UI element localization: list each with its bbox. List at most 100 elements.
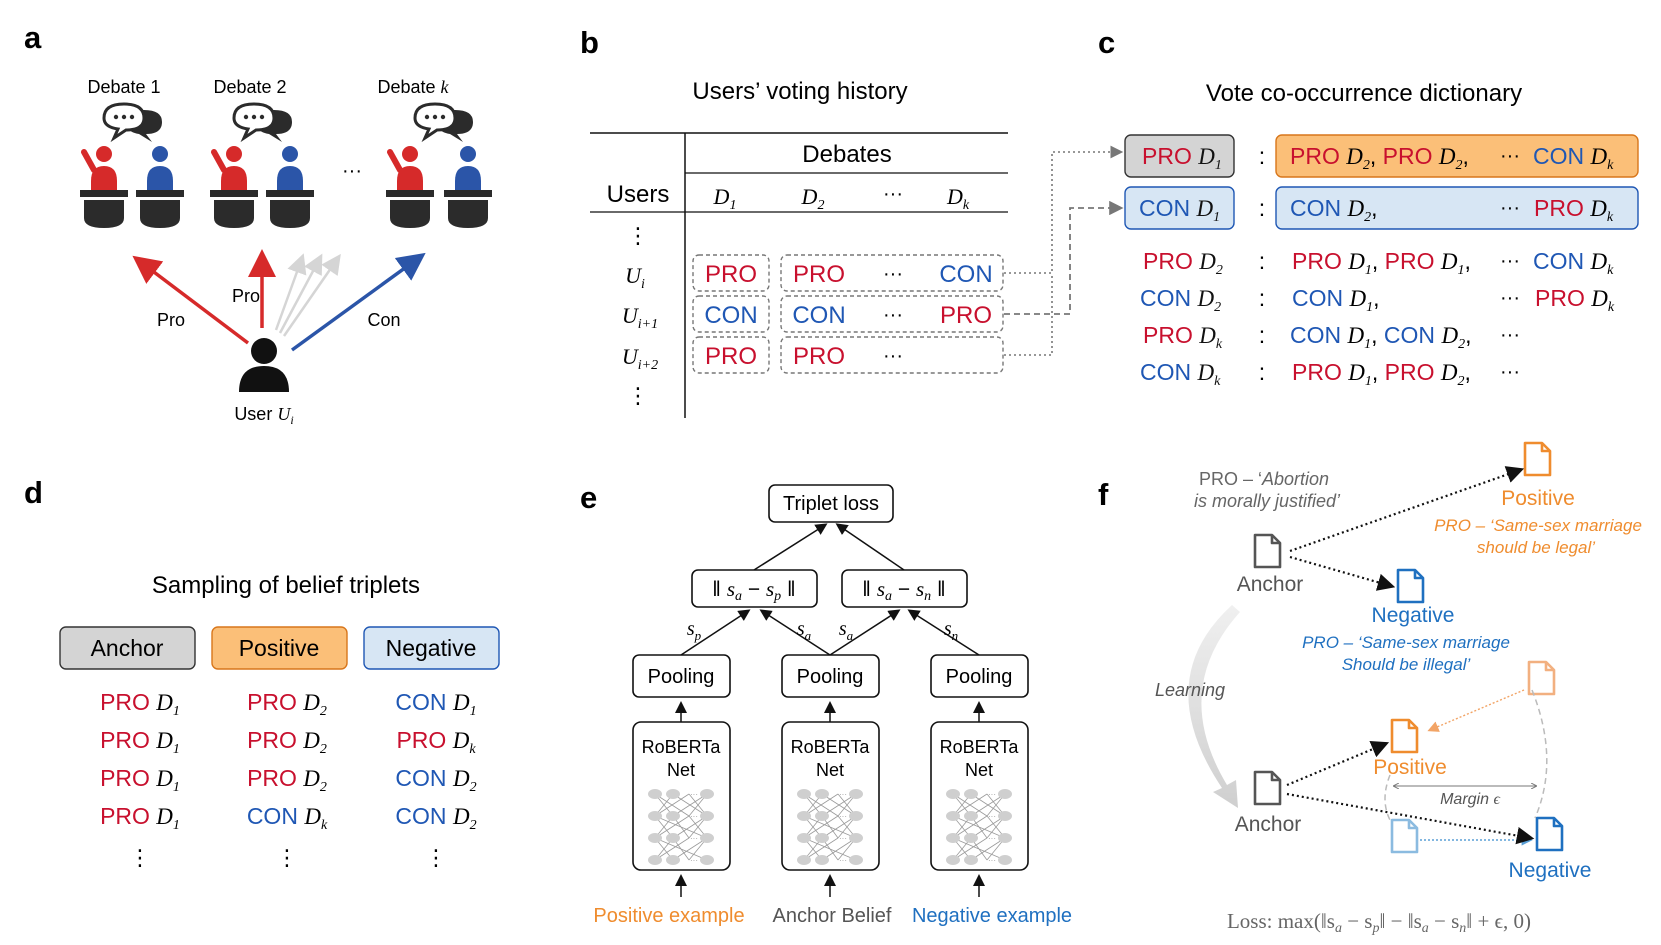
negative-quote-line2: Should be illegal’: [1342, 655, 1471, 674]
user-icon: [239, 338, 289, 392]
vote-cell: CON: [792, 302, 845, 329]
column-d1: D1: [713, 184, 737, 213]
debate-ellipsis: ···: [342, 160, 362, 182]
panel-a: a Debate 1 Debate 2 Debate k ···: [24, 20, 492, 427]
speech-bubble-icon: [413, 102, 475, 144]
debater-pro-icon: [84, 146, 117, 192]
dict-ellipsis: ···: [1500, 145, 1520, 167]
dict-colon: :: [1259, 143, 1265, 169]
net-label: Net: [667, 760, 695, 780]
learning-arrow: [1188, 605, 1240, 808]
panel-b: b Users’ voting history Debates Users D1…: [580, 25, 1124, 418]
document-icon: [1396, 568, 1425, 604]
margin-arc-inner: [1384, 774, 1391, 821]
positive-label-bottom: Positive: [1373, 756, 1447, 779]
users-header: Users: [607, 181, 670, 208]
net-label: Net: [816, 760, 844, 780]
positive-label-top: Positive: [1501, 487, 1575, 510]
negative-quote-line1: PRO – ‘Same-sex marriage: [1302, 633, 1510, 652]
triplet-loss-box: [768, 484, 894, 523]
dict-last: CON Dk: [1533, 143, 1614, 173]
triplet-cell: CON D1: [395, 689, 476, 719]
document-icon: [1527, 660, 1556, 696]
vote-arrow-faint: [278, 253, 323, 334]
dict-colon: :: [1259, 285, 1265, 311]
vote-ellipsis: ···: [883, 345, 903, 367]
user-label: User Ui: [234, 404, 293, 427]
anchor-label-top: Anchor: [1237, 573, 1304, 596]
vote-ellipsis: ···: [883, 304, 903, 326]
vote-arrow-faint: [274, 253, 307, 331]
dict-last: CON Dk: [1533, 248, 1614, 278]
dict-ellipsis: ···: [1500, 287, 1520, 309]
debate-1-scene: [80, 102, 184, 228]
dict-ellipsis: ···: [1500, 324, 1520, 346]
dict-values: PRO D1, PRO D2,: [1292, 359, 1471, 389]
triplet-cell: PRO Dk: [396, 727, 476, 757]
negative-label-top: Negative: [1372, 604, 1455, 627]
document-icon: [1253, 533, 1282, 569]
edge-label-sa: sa: [839, 618, 854, 643]
column-dk: Dk: [946, 184, 970, 213]
panel-f: f PRO – ‘Abortion is morally justified’ …: [1098, 441, 1642, 936]
history-row-ui2: Ui+2 PRO PRO ···: [622, 336, 1004, 374]
anchor-header-box: [59, 626, 196, 670]
dict-colon: :: [1259, 322, 1265, 348]
roberta-label: RoBERTa: [791, 737, 871, 757]
document-icon: [1523, 441, 1552, 477]
rows-vdots-bottom: ⋮: [627, 383, 649, 408]
document-icon: [1390, 718, 1419, 754]
triplet-rows: PRO D1 PRO D2 CON D1 PRO D1 PRO D2 PRO Dk PRO …: [100, 689, 477, 833]
speech-bubble-icon: [232, 102, 294, 144]
pooling-label: Pooling: [797, 666, 864, 688]
anchor-to-positive-arrow: [1289, 466, 1525, 553]
key-box-con-d1: [1124, 186, 1235, 230]
vote-cell: CON: [704, 302, 757, 329]
roberta-label: RoBERTa: [642, 737, 722, 757]
negative-header: Negative: [386, 635, 477, 661]
vote-cell: PRO: [705, 261, 757, 288]
connector-pro-2: [1004, 273, 1053, 356]
input-positive-example: Positive example: [593, 905, 744, 927]
vote-cell: PRO: [705, 343, 757, 370]
document-icon: [1535, 816, 1564, 852]
panel-letter-d: d: [24, 475, 43, 510]
vote-arrow-faint: [282, 253, 341, 337]
edge-label-sp: sp: [687, 618, 702, 643]
dict-values: CON D1, CON D2,: [1290, 322, 1471, 352]
vote-cell: PRO: [793, 261, 845, 288]
anchor-to-positive-bottom-arrow: [1286, 740, 1390, 787]
debate-columns: D1 D2 ··· Dk: [713, 183, 970, 213]
debate-2-scene: [210, 102, 314, 228]
vote-arrow-con: [290, 252, 426, 352]
podium-icon: [266, 190, 314, 228]
key-box-pro-d1: [1124, 134, 1235, 178]
dict-last: PRO Dk: [1535, 285, 1615, 315]
triplets-title: Sampling of belief triplets: [152, 572, 420, 599]
debate-k-scene: [386, 102, 492, 228]
column-d2: D2: [801, 184, 825, 213]
margin-arc-outer: [1531, 689, 1548, 819]
debater-con-icon: [455, 146, 481, 192]
anchor-to-negative-bottom-arrow: [1286, 792, 1535, 845]
dict-key: CON D1: [1139, 195, 1220, 225]
pro-label-1: Pro: [157, 310, 185, 330]
edge-label-sn: sn: [944, 618, 958, 643]
dict-values: CON D2,: [1290, 195, 1378, 225]
roberta-net-negative: RoBERTa Net: [930, 721, 1029, 871]
pooling-box-negative: [930, 654, 1029, 698]
positive-quote-line2: should be legal’: [1477, 538, 1595, 557]
speech-bubble-icon: [102, 102, 164, 144]
vdots-positive: ⋮: [276, 845, 298, 870]
dict-colon: :: [1259, 359, 1265, 385]
panel-e: e Triplet loss ‖ sa − sp ‖ ‖ sa − sn ‖ P…: [580, 480, 1072, 927]
debater-pro-icon: [214, 146, 247, 192]
dict-values: PRO D2, PRO D2,: [1290, 143, 1469, 173]
podium-icon: [210, 190, 258, 228]
row-user-ui: Ui: [625, 263, 645, 292]
pooling-label: Pooling: [946, 666, 1013, 688]
con-label: Con: [367, 310, 400, 330]
dict-key: PRO D2: [1143, 248, 1223, 278]
dict-ellipsis: ···: [1500, 250, 1520, 272]
